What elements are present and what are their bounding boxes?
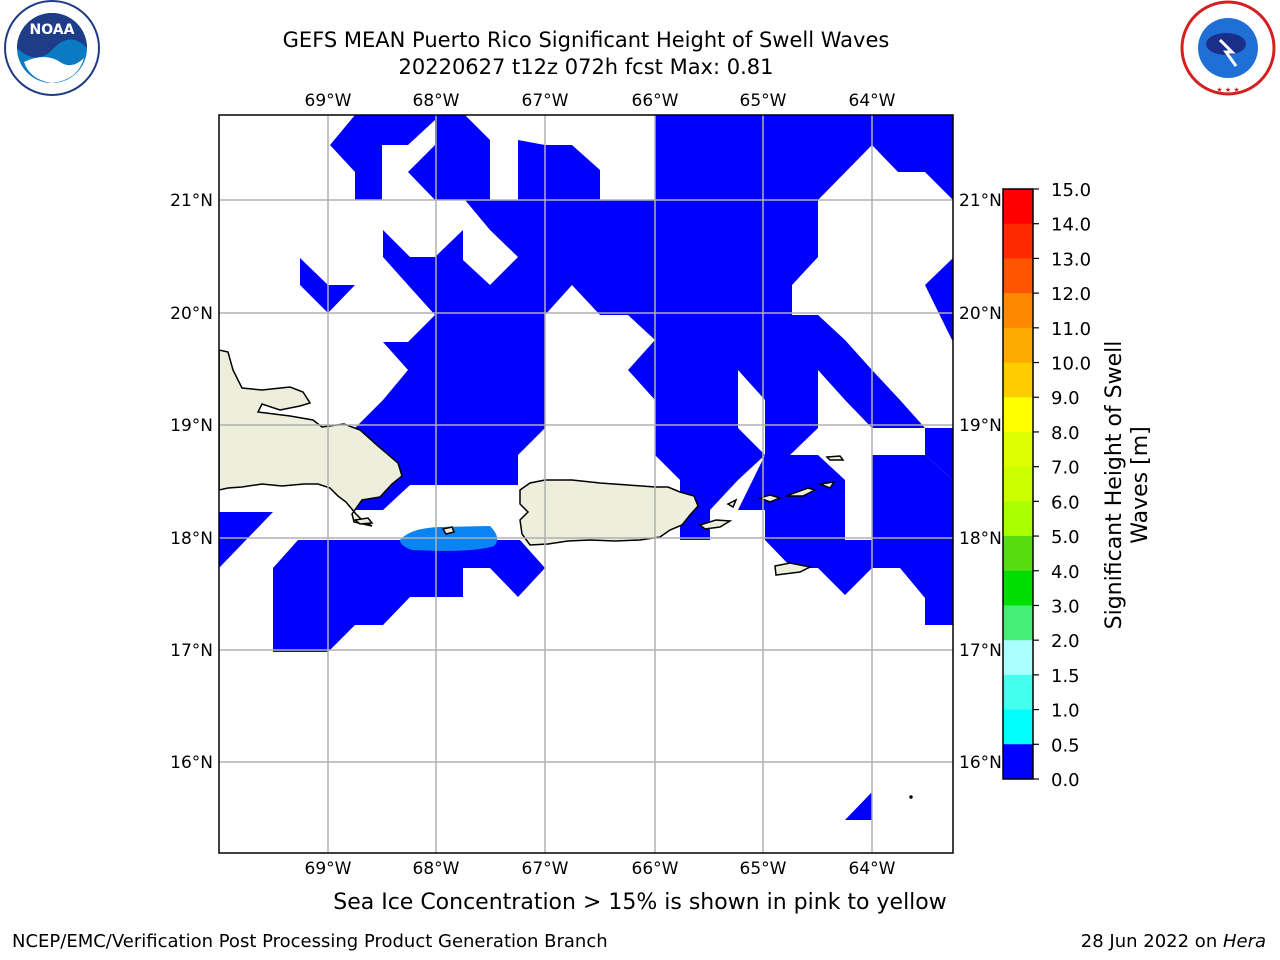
lat-label-right: 21°N <box>959 191 1002 211</box>
sea-ice-note: Sea Ice Concentration > 15% is shown in … <box>333 890 947 915</box>
lon-label-top: 67°W <box>522 91 569 111</box>
lon-label-bottom: 69°W <box>305 859 352 879</box>
colorbar-tick-label: 1.0 <box>1051 701 1080 722</box>
culebra-island <box>726 498 738 509</box>
colorbar-tick-label: 0.0 <box>1051 770 1080 791</box>
swell-region-virgin-islands <box>738 455 953 625</box>
swell-region-southeast <box>845 792 872 820</box>
lat-label-left: 17°N <box>170 641 213 661</box>
colorbar-bin <box>1003 431 1033 468</box>
aves-island <box>909 795 913 799</box>
lat-label-right: 17°N <box>959 641 1002 661</box>
lat-label-right: 19°N <box>959 416 1002 436</box>
swell-height-field <box>219 115 953 820</box>
colorbar-bin <box>1003 223 1033 259</box>
colorbar-tick-label: 0.5 <box>1051 735 1080 756</box>
puerto-rico-landmass <box>519 479 699 546</box>
nws-logo: ★ ★ ★ <box>1180 0 1276 96</box>
lon-label-bottom: 68°W <box>413 859 460 879</box>
colorbar-frame <box>1002 188 1034 780</box>
swell-region-north <box>330 115 953 540</box>
colorbar-tick-label: 8.0 <box>1051 423 1080 444</box>
saona-island <box>353 517 374 525</box>
lat-label-left: 18°N <box>170 529 213 549</box>
st-thomas-island <box>757 494 783 503</box>
colorbar-tick-label: 11.0 <box>1051 319 1091 340</box>
colorbar-bin <box>1003 570 1033 606</box>
colorbar-bin <box>1003 362 1033 398</box>
colorbar-bin <box>1003 466 1033 502</box>
colorbar-tick-label: 3.0 <box>1051 596 1080 617</box>
lat-label-right: 20°N <box>959 304 1002 324</box>
colorbar-bin <box>1003 605 1033 641</box>
colorbar-tick-label: 10.0 <box>1051 354 1091 375</box>
colorbar-tick-label: 2.0 <box>1051 631 1080 652</box>
st-john-island <box>785 487 818 497</box>
lon-label-top: 69°W <box>305 91 352 111</box>
lat-label-right: 18°N <box>959 529 1002 549</box>
credit-line: NCEP/EMC/Verification Post Processing Pr… <box>12 931 608 952</box>
lon-label-bottom: 67°W <box>522 859 569 879</box>
date-stamp: 28 Jun 2022 on Hera <box>1081 931 1266 952</box>
land <box>219 349 913 799</box>
lon-label-bottom: 66°W <box>632 859 679 879</box>
lat-label-left: 19°N <box>170 416 213 436</box>
colorbar: 15.0 14.0 13.0 12.0 11.0 10.0 9.0 8.0 7.0 6.0 5.0 4… <box>1002 180 1091 791</box>
swell-region-east <box>925 258 953 342</box>
colorbar-bin <box>1003 258 1033 294</box>
stamp-date: 28 Jun 2022 on <box>1080 931 1223 952</box>
colorbar-label: Significant Height of SwellWaves [m] <box>1102 341 1153 630</box>
chart-subtitle: 20220627 t12z 072h fcst Max: 0.81 <box>398 55 774 79</box>
colorbar-bin <box>1003 640 1033 676</box>
colorbar-bin <box>1003 397 1033 433</box>
colorbar-tick-label: 1.5 <box>1051 666 1080 687</box>
map-frame <box>218 114 954 854</box>
anegada-island <box>825 455 845 461</box>
lat-label-left: 20°N <box>170 304 213 324</box>
st-croix-island <box>774 562 813 576</box>
colorbar-tick-label: 14.0 <box>1051 215 1091 236</box>
colorbar-tick-label: 13.0 <box>1051 249 1091 270</box>
tortola-island <box>817 481 836 489</box>
colorbar-tick-label: 9.0 <box>1051 388 1080 409</box>
mona-island <box>441 526 456 535</box>
colorbar-tick-label: 12.0 <box>1051 284 1091 305</box>
colorbar-bin <box>1003 189 1033 225</box>
colorbar-bin <box>1003 674 1033 711</box>
hispaniola-landmass <box>219 349 403 527</box>
colorbar-bin <box>1003 327 1033 364</box>
lon-label-top: 66°W <box>632 91 679 111</box>
lat-label-right: 16°N <box>959 753 1002 773</box>
stamp-host: Hera <box>1222 931 1266 952</box>
noaa-logo: NOAA <box>4 0 100 96</box>
vieques-island <box>698 519 733 530</box>
colorbar-bin <box>1003 744 1033 779</box>
lon-label-bottom: 64°W <box>849 859 896 879</box>
colorbar-tick-label: 6.0 <box>1051 492 1080 513</box>
lon-label-top: 68°W <box>413 91 460 111</box>
chart-title: GEFS MEAN Puerto Rico Significant Height… <box>282 28 890 52</box>
lon-label-top: 64°W <box>849 91 896 111</box>
svg-text:★ ★ ★: ★ ★ ★ <box>1216 86 1239 94</box>
graticule <box>219 115 953 853</box>
lat-label-left: 16°N <box>170 753 213 773</box>
colorbar-tick-label: 5.0 <box>1051 527 1080 548</box>
lat-label-left: 21°N <box>170 191 213 211</box>
colorbar-tick-label: 15.0 <box>1051 180 1091 201</box>
colorbar-tick-label: 7.0 <box>1051 458 1080 479</box>
colorbar-bin <box>1003 293 1033 329</box>
colorbar-bin <box>1003 536 1033 572</box>
colorbar-tick-label: 4.0 <box>1051 562 1080 583</box>
lon-label-bottom: 65°W <box>740 859 787 879</box>
colorbar-bin <box>1003 501 1033 537</box>
colorbar-bin <box>1003 709 1033 745</box>
map-plot-area <box>219 115 953 853</box>
noaa-logo-text: NOAA <box>30 22 75 38</box>
lon-label-top: 65°W <box>740 91 787 111</box>
